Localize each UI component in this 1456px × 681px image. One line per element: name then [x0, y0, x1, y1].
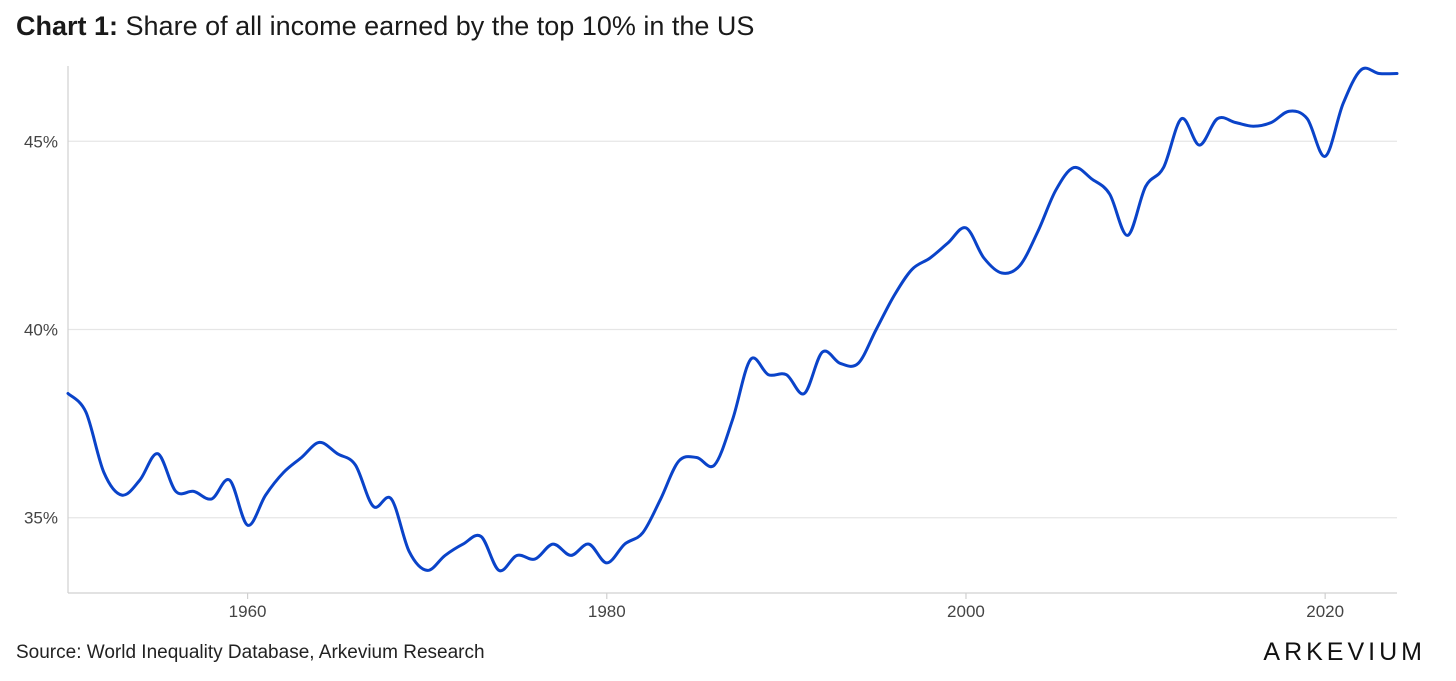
data-point — [1342, 102, 1345, 105]
data-point — [803, 392, 806, 395]
data-point — [336, 452, 339, 455]
x-tick-label: 2000 — [947, 602, 985, 621]
data-point — [1198, 144, 1201, 147]
data-point — [1144, 185, 1147, 188]
data-point — [1396, 72, 1399, 75]
data-point — [102, 471, 105, 474]
series-points — [67, 68, 1399, 572]
data-point — [911, 268, 914, 271]
data-point — [1090, 177, 1093, 180]
data-point — [1216, 117, 1219, 120]
data-point — [605, 561, 608, 564]
y-tick-label: 45% — [24, 132, 58, 151]
y-tick-label: 40% — [24, 321, 58, 340]
data-point — [408, 550, 411, 553]
data-point — [749, 358, 752, 361]
brand-logo: ARKEVIUM — [1263, 638, 1426, 666]
data-point — [1324, 155, 1327, 158]
data-point — [857, 362, 860, 365]
data-point — [1360, 68, 1363, 71]
data-point — [731, 418, 734, 421]
data-point — [1072, 166, 1075, 169]
data-point — [641, 531, 644, 534]
data-point — [1000, 272, 1003, 275]
data-point — [138, 479, 141, 482]
data-point — [947, 241, 950, 244]
data-point — [300, 456, 303, 459]
line-chart: 35% 40% 45% 1960 1980 2000 2020 — [24, 66, 1399, 621]
y-tick-label: 35% — [24, 509, 58, 528]
data-point — [1288, 110, 1291, 113]
data-point — [659, 497, 662, 500]
series-line — [66, 66, 1399, 573]
data-point — [318, 441, 321, 444]
data-point — [516, 554, 519, 557]
data-point — [713, 464, 716, 467]
data-point — [372, 505, 375, 508]
data-point — [1378, 72, 1381, 75]
data-point — [210, 497, 213, 500]
data-point — [839, 362, 842, 365]
data-point — [767, 373, 770, 376]
data-point — [120, 494, 123, 497]
data-point — [1018, 264, 1021, 267]
data-point — [1036, 230, 1039, 233]
data-point — [67, 392, 70, 395]
data-point — [965, 226, 968, 229]
data-point — [677, 460, 680, 463]
source-note: Source: World Inequality Database, Arkev… — [16, 642, 485, 663]
data-point — [929, 257, 932, 260]
data-point — [1180, 117, 1183, 120]
data-point — [1252, 125, 1255, 128]
data-point — [228, 479, 231, 482]
gridlines — [68, 140, 1397, 519]
series-layer — [66, 66, 1399, 573]
chart-title-lead: Chart 1: — [16, 11, 119, 41]
data-point — [569, 554, 572, 557]
data-point — [282, 471, 285, 474]
data-point — [1306, 117, 1309, 120]
axes — [67, 66, 1397, 599]
tick-labels: 35% 40% 45% 1960 1980 2000 2020 — [24, 132, 1344, 621]
data-point — [982, 257, 985, 260]
x-tick-label: 2020 — [1306, 602, 1344, 621]
data-point — [1162, 166, 1165, 169]
data-point — [390, 497, 393, 500]
chart-title-text: Share of all income earned by the top 10… — [125, 11, 755, 41]
data-point — [498, 569, 501, 572]
data-point — [174, 490, 177, 493]
data-point — [551, 543, 554, 546]
data-point — [1054, 189, 1057, 192]
x-tick-label: 1980 — [588, 602, 626, 621]
data-point — [1270, 121, 1273, 124]
data-point — [354, 464, 357, 467]
data-point — [462, 543, 465, 546]
data-point — [246, 524, 249, 527]
data-point — [695, 456, 698, 459]
chart-title: Chart 1: Share of all income earned by t… — [16, 8, 754, 44]
data-point — [264, 494, 267, 497]
data-point — [587, 543, 590, 546]
data-point — [821, 351, 824, 354]
data-point — [785, 373, 788, 376]
data-point — [444, 554, 447, 557]
data-point — [893, 294, 896, 297]
data-point — [156, 452, 159, 455]
data-point — [533, 558, 536, 561]
data-point — [426, 569, 429, 572]
data-point — [1234, 121, 1237, 124]
data-point — [192, 490, 195, 493]
data-point — [480, 535, 483, 538]
data-point — [85, 411, 88, 414]
data-point — [1126, 234, 1129, 237]
data-point — [623, 543, 626, 546]
data-point — [875, 328, 878, 331]
data-point — [1108, 193, 1111, 196]
x-tick-label: 1960 — [229, 602, 267, 621]
